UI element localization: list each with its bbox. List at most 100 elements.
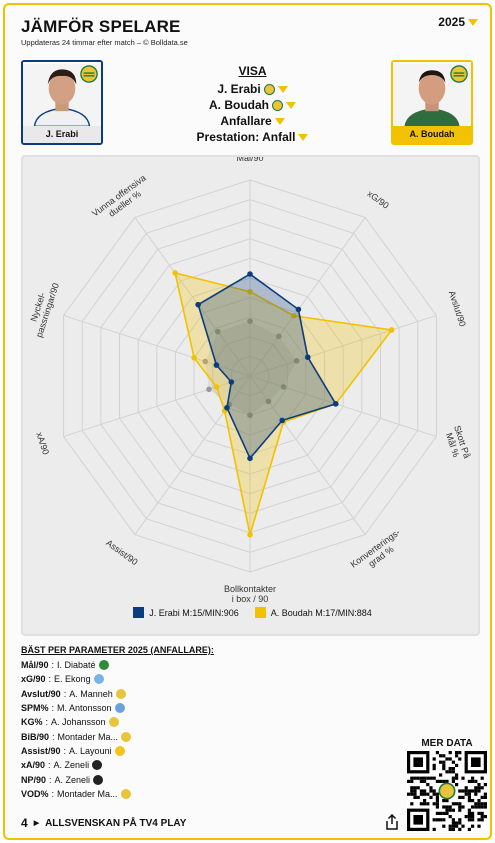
legend-label: J. Erabi M:15/MIN:906	[149, 607, 239, 618]
qr-module	[451, 770, 455, 774]
qr-module	[445, 808, 449, 812]
club-badge-icon	[450, 65, 468, 83]
qr-module	[480, 815, 484, 819]
qr-module	[464, 786, 468, 790]
best-row: NP/90: A. Zeneli	[21, 772, 381, 786]
more-data[interactable]: MER DATA	[405, 738, 489, 836]
qr-module	[445, 757, 449, 761]
qr-module	[480, 818, 484, 822]
axis-label-text: xG/90	[365, 189, 390, 211]
separator: :	[48, 760, 51, 771]
axis-label-text: i box / 90	[232, 594, 269, 602]
qr-module	[483, 792, 487, 796]
tv4-logo-icon: 4	[21, 816, 28, 830]
display-options: VISA J. Erabi A. Boudah Anfallare Presta…	[5, 64, 495, 145]
qr-module	[448, 827, 452, 831]
player1-select[interactable]: J. Erabi	[5, 81, 495, 97]
qr-module	[480, 786, 484, 790]
series-point	[276, 333, 282, 340]
grid-spoke	[134, 217, 251, 377]
grid-spoke	[249, 217, 366, 377]
best-player: A. Zeneli	[54, 774, 91, 785]
series-point	[224, 404, 230, 411]
series-point	[265, 398, 272, 405]
axis-label-text: Mål/90	[236, 157, 263, 163]
year-value: 2025	[438, 15, 465, 29]
series-point	[172, 270, 178, 276]
mode-select-value: Prestation: Anfall	[196, 130, 296, 144]
qr-module	[445, 811, 449, 815]
qr-module	[432, 776, 436, 780]
series-point	[213, 384, 220, 390]
qr-module	[467, 789, 471, 793]
qr-module	[448, 767, 452, 771]
footer-promo[interactable]: 4 ▶ ALLSVENSKAN PÅ TV4 PLAY	[21, 816, 186, 830]
series-point	[247, 288, 253, 295]
qr-module	[471, 818, 475, 822]
axis-label-text: Assist/90	[104, 538, 139, 568]
qr-module	[432, 767, 436, 771]
best-row: VOD%: Montader Ma...	[21, 787, 381, 801]
series-point	[214, 328, 221, 335]
qr-module	[439, 811, 443, 815]
qr-module	[442, 754, 446, 758]
qr-module	[467, 811, 471, 815]
qr-module	[442, 805, 446, 809]
qr-module	[423, 776, 427, 780]
qr-module	[477, 802, 481, 806]
qr-module	[467, 808, 471, 812]
qr-module	[435, 802, 439, 806]
club-icon	[272, 99, 283, 111]
qr-code-icon[interactable]	[407, 751, 487, 831]
player-card-right[interactable]: A. Boudah	[391, 60, 473, 145]
qr-module	[451, 821, 455, 825]
qr-module	[442, 779, 446, 783]
qr-module	[467, 818, 471, 822]
best-metric: xG/90	[21, 674, 46, 685]
qr-module	[467, 795, 471, 799]
qr-module	[435, 792, 439, 796]
qr-module	[464, 792, 468, 796]
club-badge-icon	[98, 660, 109, 671]
qr-module	[439, 773, 443, 777]
best-row: Mål/90: I. Diabaté	[21, 658, 381, 672]
qr-module	[467, 779, 471, 783]
club-badge-icon	[114, 745, 125, 756]
player2-select[interactable]: A. Boudah	[5, 97, 495, 113]
qr-module	[455, 783, 459, 787]
axis-label: Avslut/90	[447, 290, 468, 328]
qr-module	[448, 815, 452, 819]
qr-module	[451, 827, 455, 831]
player2-select-value: A. Boudah	[209, 98, 269, 112]
legend-item-right[interactable]: A. Boudah M:17/MIN:884	[254, 607, 372, 618]
position-select[interactable]: Anfallare	[5, 113, 495, 129]
qr-module	[432, 802, 436, 806]
qr-module	[448, 751, 452, 755]
qr-module	[477, 786, 481, 790]
qr-logo-icon	[438, 782, 456, 800]
qr-module	[413, 786, 417, 790]
qr-module	[413, 776, 417, 780]
qr-module	[483, 795, 487, 799]
series-point	[213, 362, 220, 368]
player-card-left[interactable]: J. Erabi	[21, 60, 103, 145]
share-icon[interactable]	[385, 814, 399, 830]
player-name: J. Erabi	[23, 126, 101, 143]
player-photo	[23, 62, 101, 128]
year-selector[interactable]: 2025	[438, 15, 478, 29]
axis-label: Konverterings-grad %	[349, 527, 402, 569]
mode-select[interactable]: Prestation: Anfall	[5, 129, 495, 145]
qr-module	[451, 767, 455, 771]
qr-module	[432, 763, 436, 767]
series-area	[205, 321, 297, 416]
qr-module	[423, 802, 427, 806]
legend-item-left[interactable]: J. Erabi M:15/MIN:906	[133, 607, 239, 618]
axis-label-text: Bollkontakter	[224, 584, 276, 594]
axis-label: Assist/90	[104, 538, 139, 568]
qr-module	[467, 815, 471, 819]
qr-module	[448, 757, 452, 761]
best-player: Montader Ma...	[57, 731, 119, 742]
qr-module	[455, 754, 459, 758]
